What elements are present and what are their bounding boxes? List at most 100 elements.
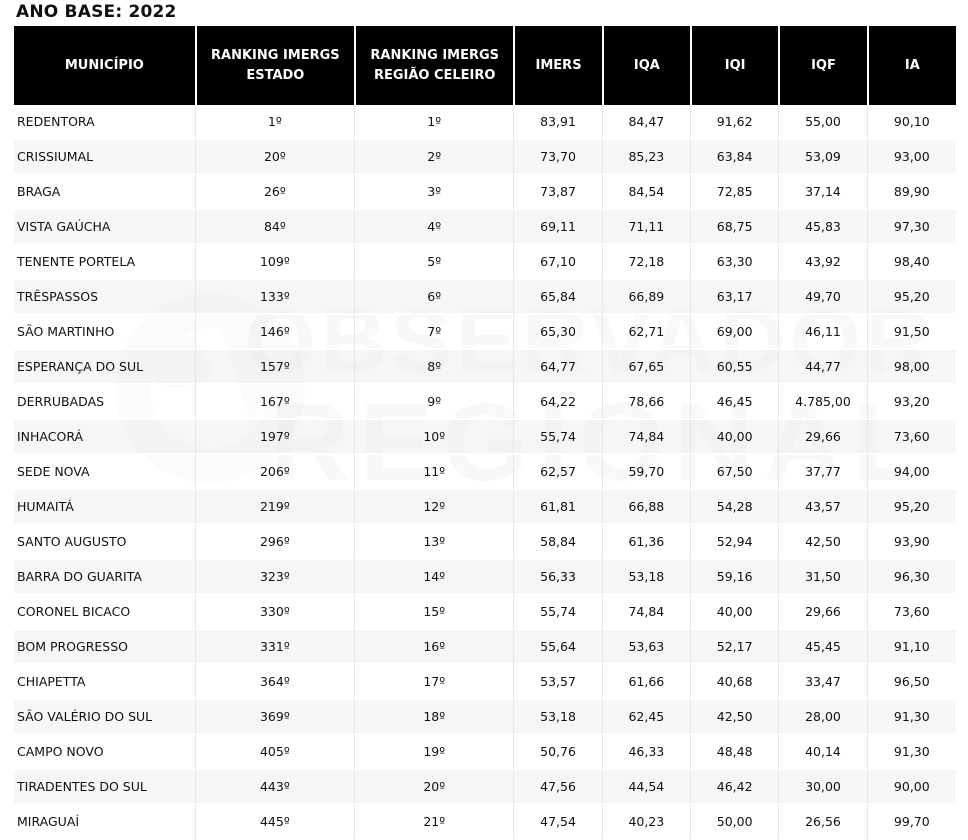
cell-iqf: 43,92 <box>778 245 867 280</box>
cell-ranking-estado: 330º <box>194 595 355 630</box>
cell-iqf: 42,50 <box>778 525 867 560</box>
cell-municipio: SÃO VALÉRIO DO SUL <box>14 700 195 735</box>
cell-ranking-regiao: 13º <box>354 525 514 560</box>
header-iqi: IQI <box>690 26 779 105</box>
cell-iqf: 31,50 <box>778 560 867 595</box>
cell-iqf: 33,47 <box>778 665 867 700</box>
cell-ia: 91,50 <box>866 315 956 350</box>
cell-imers: 61,81 <box>513 490 602 525</box>
cell-ranking-estado: 296º <box>194 525 355 560</box>
table-row: CRISSIUMAL 20º 2º 73,70 85,23 63,84 53,09 93,00 <box>14 140 956 175</box>
cell-ranking-estado: 206º <box>194 455 355 490</box>
cell-ia: 91,30 <box>866 700 956 735</box>
cell-ranking-regiao: 6º <box>354 280 514 315</box>
cell-imers: 53,57 <box>513 665 602 700</box>
cell-imers: 58,84 <box>513 525 602 560</box>
cell-municipio: DERRUBADAS <box>14 385 195 420</box>
cell-imers: 47,56 <box>513 770 602 805</box>
cell-municipio: ESPERANÇA DO SUL <box>14 350 195 385</box>
cell-ranking-estado: 84º <box>194 210 355 245</box>
cell-iqi: 42,50 <box>690 700 779 735</box>
cell-ranking-estado: 445º <box>194 805 355 840</box>
cell-ia: 90,10 <box>866 105 956 140</box>
table-row: TENENTE PORTELA 109º 5º 67,10 72,18 63,30 43,9… <box>14 245 956 280</box>
cell-iqa: 67,65 <box>601 350 691 385</box>
cell-ranking-regiao: 1º <box>354 105 514 140</box>
cell-ranking-regiao: 21º <box>354 805 514 840</box>
cell-iqf: 49,70 <box>778 280 867 315</box>
cell-ia: 93,20 <box>866 385 956 420</box>
cell-iqi: 60,55 <box>690 350 779 385</box>
table-row: VISTA GAÚCHA 84º 4º 69,11 71,11 68,75 45,83 97,… <box>14 210 956 245</box>
cell-ranking-regiao: 4º <box>354 210 514 245</box>
cell-ranking-estado: 157º <box>194 350 355 385</box>
header-iqa: IQA <box>601 26 691 105</box>
cell-municipio: SANTO AUGUSTO <box>14 525 195 560</box>
cell-ranking-estado: 167º <box>194 385 355 420</box>
cell-municipio: CHIAPETTA <box>14 665 195 700</box>
cell-imers: 56,33 <box>513 560 602 595</box>
cell-iqf: 55,00 <box>778 105 867 140</box>
cell-ranking-estado: 20º <box>194 140 355 175</box>
header-ranking-estado: RANKING IMERGS ESTADO <box>194 26 355 105</box>
cell-ranking-estado: 405º <box>194 735 355 770</box>
table-row: SÃO VALÉRIO DO SUL 369º 18º 53,18 62,45 42,50… <box>14 700 956 735</box>
cell-iqi: 40,00 <box>690 595 779 630</box>
cell-iqf: 29,66 <box>778 595 867 630</box>
cell-iqa: 84,54 <box>601 175 691 210</box>
cell-imers: 50,76 <box>513 735 602 770</box>
table-row: INHACORÁ 197º 10º 55,74 74,84 40,00 29,66 73,60 <box>14 420 956 455</box>
header-imers: IMERS <box>513 26 602 105</box>
cell-ranking-estado: 197º <box>194 420 355 455</box>
cell-ia: 95,20 <box>866 490 956 525</box>
header-ranking-regiao: RANKING IMERGS REGIÃO CELEIRO <box>354 26 514 105</box>
table-row: MIRAGUAÍ 445º 21º 47,54 40,23 50,00 26,56 99,70 <box>14 805 956 840</box>
cell-iqf: 53,09 <box>778 140 867 175</box>
cell-ranking-estado: 331º <box>194 630 355 665</box>
cell-iqi: 63,84 <box>690 140 779 175</box>
cell-iqi: 72,85 <box>690 175 779 210</box>
cell-ranking-regiao: 8º <box>354 350 514 385</box>
cell-ia: 93,90 <box>866 525 956 560</box>
cell-ranking-estado: 1º <box>194 105 355 140</box>
header-iqf: IQF <box>778 26 867 105</box>
cell-iqa: 53,18 <box>601 560 691 595</box>
cell-ranking-regiao: 15º <box>354 595 514 630</box>
cell-ranking-regiao: 2º <box>354 140 514 175</box>
cell-imers: 55,74 <box>513 420 602 455</box>
cell-ranking-regiao: 16º <box>354 630 514 665</box>
cell-iqa: 84,47 <box>601 105 691 140</box>
cell-ia: 90,00 <box>866 770 956 805</box>
cell-iqf: 4.785,00 <box>778 385 867 420</box>
header-label: RANKING IMERGS <box>370 47 500 63</box>
cell-municipio: TENENTE PORTELA <box>14 245 195 280</box>
cell-iqa: 66,88 <box>601 490 691 525</box>
cell-iqi: 40,00 <box>690 420 779 455</box>
cell-iqf: 45,45 <box>778 630 867 665</box>
cell-iqf: 44,77 <box>778 350 867 385</box>
cell-iqf: 45,83 <box>778 210 867 245</box>
cell-iqi: 63,17 <box>690 280 779 315</box>
cell-ia: 91,30 <box>866 735 956 770</box>
cell-iqf: 28,00 <box>778 700 867 735</box>
cell-ranking-estado: 133º <box>194 280 355 315</box>
cell-imers: 53,18 <box>513 700 602 735</box>
cell-ranking-regiao: 7º <box>354 315 514 350</box>
cell-ranking-regiao: 3º <box>354 175 514 210</box>
cell-iqf: 30,00 <box>778 770 867 805</box>
cell-imers: 67,10 <box>513 245 602 280</box>
cell-ranking-regiao: 20º <box>354 770 514 805</box>
cell-iqi: 40,68 <box>690 665 779 700</box>
cell-iqi: 50,00 <box>690 805 779 840</box>
cell-ranking-regiao: 17º <box>354 665 514 700</box>
cell-iqi: 54,28 <box>690 490 779 525</box>
cell-imers: 65,84 <box>513 280 602 315</box>
cell-iqf: 40,14 <box>778 735 867 770</box>
cell-ia: 96,30 <box>866 560 956 595</box>
cell-ranking-regiao: 11º <box>354 455 514 490</box>
cell-ranking-regiao: 10º <box>354 420 514 455</box>
cell-municipio: MIRAGUAÍ <box>14 805 195 840</box>
cell-iqf: 26,56 <box>778 805 867 840</box>
cell-ranking-estado: 443º <box>194 770 355 805</box>
cell-iqi: 69,00 <box>690 315 779 350</box>
